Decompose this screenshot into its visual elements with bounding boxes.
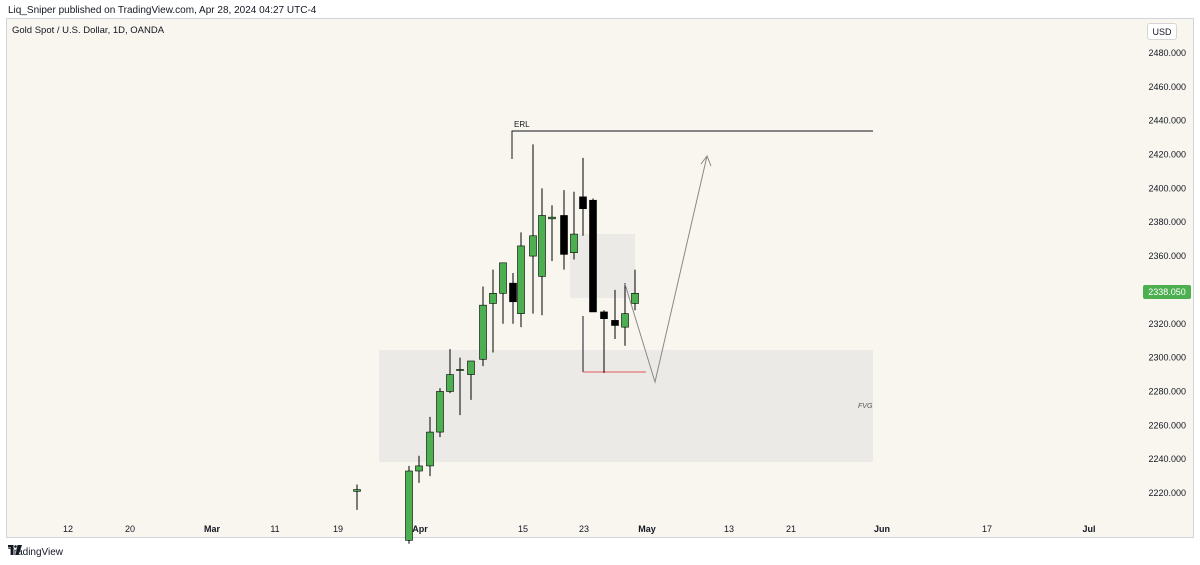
candle-body-up (353, 489, 361, 492)
candle-body-down (560, 215, 568, 255)
time-tick-label: 11 (270, 524, 279, 534)
erl-line (511, 130, 873, 159)
candle-body-up (621, 313, 629, 328)
time-tick-label: 21 (786, 524, 796, 534)
candle-body-down (509, 282, 517, 303)
fvg-label: FVG (858, 403, 873, 410)
candle-body-down (600, 311, 608, 319)
candle-body-up (517, 245, 525, 314)
candle-body-up (467, 360, 475, 375)
candle (611, 289, 619, 339)
candle (548, 205, 556, 262)
time-tick-label: 20 (125, 524, 135, 534)
candle-body-up (631, 293, 639, 304)
symbol-title: Gold Spot / U.S. Dollar, 1D, OANDA (12, 25, 165, 36)
candles-group (353, 144, 639, 544)
header-bar: Liq_Sniper published on TradingView.com,… (0, 0, 1200, 18)
price-tick-label: 2260.000 (1148, 420, 1186, 430)
candle (489, 269, 497, 353)
price-tick-label: 2380.000 (1148, 217, 1186, 227)
candle (446, 349, 454, 394)
fvg-zone (379, 350, 873, 462)
candle (479, 286, 487, 367)
candle (529, 144, 537, 314)
candle (560, 190, 568, 270)
candle (621, 283, 629, 346)
price-tick-label: 2360.000 (1148, 251, 1186, 261)
currency-button[interactable]: USD (1147, 23, 1177, 40)
candle (570, 191, 578, 260)
time-tick-label: 19 (333, 524, 343, 534)
time-tick-label: Jun (874, 524, 890, 534)
price-tick-label: 2320.000 (1148, 319, 1186, 329)
price-tick-label: 2460.000 (1148, 82, 1186, 92)
candle (353, 484, 361, 510)
time-axis: 12 20 Mar 11 19 Apr 15 23 May 13 21 Jun 17 Jul (63, 524, 1096, 534)
candle (600, 310, 608, 373)
upper-zone (570, 234, 635, 298)
candle-body-up (499, 262, 507, 294)
price-tick-label: 2240.000 (1148, 454, 1186, 464)
candle-body-up (446, 374, 454, 392)
candle-body-up (570, 233, 578, 253)
candle (426, 416, 434, 477)
projection-arrowhead (700, 154, 712, 167)
candle-body-down (589, 199, 597, 313)
time-tick-label: 23 (579, 524, 589, 534)
candle-body-up (405, 470, 413, 541)
candle-body-up (426, 431, 434, 467)
candle (405, 465, 413, 544)
time-tick-label: Mar (204, 524, 221, 534)
candle-body-up (489, 293, 497, 304)
tradingview-logo-icon (8, 545, 22, 555)
time-tick-label: Apr (412, 524, 428, 534)
time-tick-label: 15 (518, 524, 528, 534)
candle-body-down (611, 320, 619, 326)
candle-body-up (548, 216, 556, 220)
candle-body-up (529, 235, 537, 257)
candle (436, 388, 444, 438)
price-axis: 2480.000 2460.000 2440.000 2420.000 2400.000… (1148, 48, 1186, 498)
candle (517, 232, 525, 328)
candle-body-up (538, 215, 546, 277)
price-tick-label: 2400.000 (1148, 183, 1186, 193)
price-tick-label: 2280.000 (1148, 386, 1186, 396)
candle-body-down (579, 196, 587, 209)
candle-body-up (479, 304, 487, 360)
time-tick-label: 17 (982, 524, 992, 534)
footer-brand: TradingView (8, 546, 64, 558)
candle (415, 455, 423, 483)
projection-path (624, 155, 708, 384)
candle (467, 360, 475, 400)
candle (499, 262, 507, 324)
candle (589, 198, 597, 313)
candle (456, 357, 464, 416)
candle (509, 273, 517, 324)
erl-label: ERL (514, 120, 530, 129)
time-tick-label: Jul (1082, 524, 1095, 534)
price-tick-label: 2440.000 (1148, 116, 1186, 126)
price-tick-label: 2300.000 (1148, 353, 1186, 363)
candle-body-up (456, 369, 464, 371)
time-tick-label: May (638, 524, 656, 534)
time-tick-label: 12 (63, 524, 73, 534)
candle-body-up (436, 391, 444, 433)
current-price-label: 2338.050 (1148, 287, 1186, 297)
candle (631, 269, 639, 311)
price-tick-label: 2220.000 (1148, 488, 1186, 498)
candle (579, 157, 587, 236)
price-tick-label: 2420.000 (1148, 150, 1186, 160)
time-tick-label: 13 (724, 524, 734, 534)
candle (538, 188, 546, 316)
candle-body-up (415, 465, 423, 472)
publisher-info: Liq_Sniper published on TradingView.com,… (8, 5, 317, 16)
current-price-badge: 2338.050 (1143, 285, 1191, 299)
price-tick-label: 2480.000 (1148, 48, 1186, 58)
footer: TradingView (8, 545, 63, 559)
